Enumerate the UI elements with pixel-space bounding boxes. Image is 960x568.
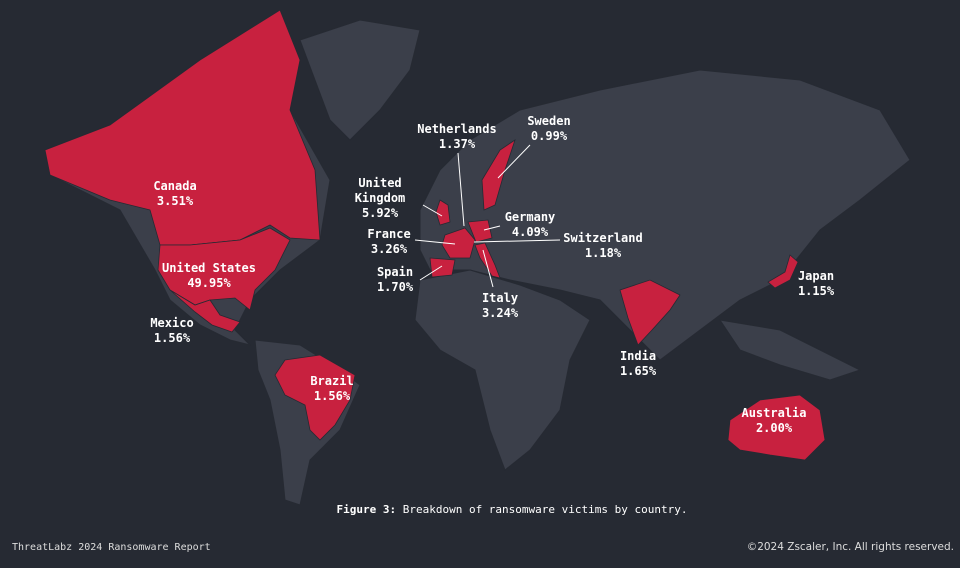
country-label: India 1.65% (620, 349, 656, 379)
country-share: 1.18% (584, 246, 622, 260)
country-share: 0.99% (530, 129, 568, 143)
country-label: Netherlands 1.37% (417, 122, 496, 152)
country-share: 1.65% (619, 364, 657, 378)
country-name: Mexico (150, 316, 194, 330)
india-shape (619, 279, 681, 346)
country-name: United Kingdom (354, 176, 406, 205)
spain-shape (429, 257, 456, 278)
leader-line (482, 249, 494, 288)
country-name: Brazil (310, 374, 354, 388)
country-name: Australia (741, 406, 807, 420)
country-label: Spain 1.70% (377, 265, 413, 295)
country-name: Sweden (527, 114, 571, 128)
country-label: Japan 1.15% (798, 269, 834, 299)
germany-shape (467, 219, 493, 243)
country-share: 3.26% (370, 242, 408, 256)
country-label: Switzerland 1.18% (563, 231, 642, 261)
country-label: Germany 4.09% (505, 210, 556, 240)
leader-line (473, 239, 561, 243)
leader-line (414, 239, 456, 245)
uk-shape (435, 199, 451, 226)
country-share: 5.92% (361, 206, 399, 220)
country-name: Japan (797, 269, 835, 283)
country-name: Canada (153, 179, 197, 193)
leader-line (483, 225, 501, 231)
leader-line (419, 265, 443, 281)
country-share: 1.56% (153, 331, 191, 345)
leader-line (457, 152, 465, 227)
brazil-shape (274, 354, 356, 441)
country-name: Switzerland (563, 231, 643, 245)
country-label: France 3.26% (367, 227, 410, 257)
greenland (299, 19, 421, 141)
australia-shape (727, 394, 826, 461)
japan-shape (767, 254, 799, 289)
country-label: Australia 2.00% (741, 406, 806, 436)
canada-shape (44, 9, 321, 246)
caption: Figure 3: Breakdown of ransomware victim… (0, 503, 960, 516)
country-share: 4.09% (511, 225, 549, 239)
country-name: Germany (504, 210, 556, 224)
leader-line (422, 204, 443, 217)
country-label: Canada 3.51% (153, 179, 196, 209)
country-share: 2.00% (755, 421, 793, 435)
country-label: United Kingdom 5.92% (345, 176, 415, 221)
country-label: Sweden 0.99% (527, 114, 570, 144)
southeast-asia (718, 319, 862, 381)
country-label: United States 49.95% (162, 261, 256, 291)
figure-caption: Breakdown of ransomware victims by count… (402, 503, 688, 516)
africa (414, 269, 591, 471)
mexico-shape (169, 289, 241, 333)
country-share: 49.95% (187, 276, 231, 290)
footer-right: ©2024 Zscaler, Inc. All rights reserved. (746, 541, 954, 553)
footer-left: ThreatLabz 2024 Ransomware Report (12, 542, 211, 553)
country-name: Italy (481, 291, 519, 305)
country-name: Netherlands (417, 122, 497, 136)
country-name: Spain (376, 265, 414, 279)
country-name: India (619, 349, 657, 363)
italy-shape (474, 242, 501, 279)
country-label: Italy 3.24% (482, 291, 518, 321)
country-share: 1.37% (438, 137, 476, 151)
country-share: 1.70% (376, 280, 414, 294)
country-name: United States (162, 261, 256, 275)
sweden-shape (481, 139, 516, 211)
country-share: 3.24% (481, 306, 519, 320)
country-share: 1.15% (797, 284, 835, 298)
figure-label: Figure 3: (336, 503, 397, 516)
france-shape (441, 227, 476, 259)
leader-line (497, 144, 531, 179)
country-name: France (367, 227, 411, 241)
country-share: 1.56% (313, 389, 351, 403)
country-label: Brazil 1.56% (310, 374, 353, 404)
country-share: 3.51% (156, 194, 194, 208)
country-label: Mexico 1.56% (150, 316, 193, 346)
